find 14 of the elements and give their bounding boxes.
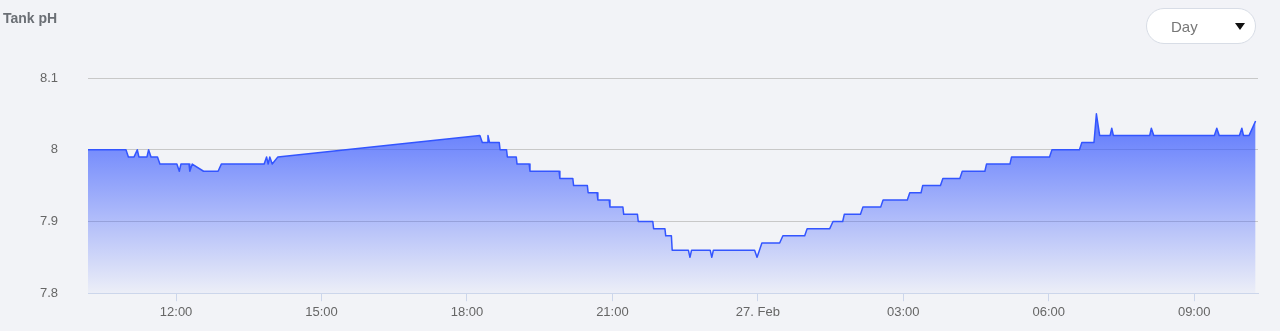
y-tick-label: 8	[50, 141, 58, 157]
y-tick-label: 8.1	[39, 69, 58, 85]
chart-title: Tank pH	[3, 10, 58, 26]
x-tick-label: 21:00	[596, 303, 629, 319]
x-tick-label: 09:00	[1177, 303, 1211, 319]
x-tick-label: 18:00	[450, 303, 484, 319]
x-tick-label: 12:00	[159, 303, 193, 319]
x-tick-label: 03:00	[887, 303, 920, 319]
x-tick-label: 06:00	[1032, 303, 1065, 319]
x-tick-label: 15:00	[305, 303, 338, 319]
y-tick-label: 7.8	[39, 284, 58, 300]
x-tick-label: 27. Feb	[735, 303, 780, 319]
text: Day	[1171, 17, 1198, 35]
y-tick-label: 7.9	[39, 213, 58, 229]
